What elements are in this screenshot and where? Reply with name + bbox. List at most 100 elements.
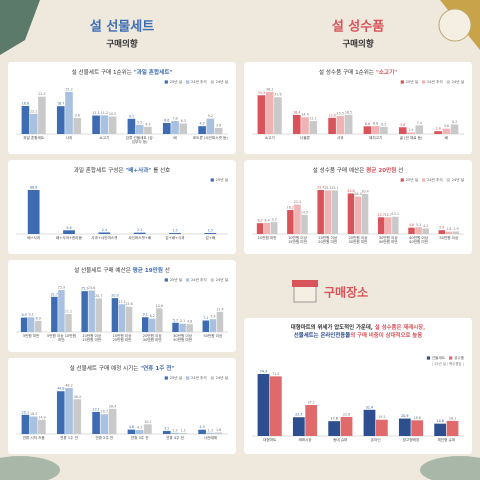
legend-swatch (400, 80, 404, 84)
value-label: 8.4 (265, 218, 270, 222)
bar (202, 320, 210, 332)
bar (171, 432, 179, 434)
x-tick-label: 체인형 슈퍼 (437, 438, 456, 442)
bar (179, 123, 188, 134)
legend-swatch (210, 278, 214, 282)
value-label: 16.4 (293, 110, 300, 114)
legend-label: 25년 설 (216, 177, 228, 182)
bar (65, 92, 73, 134)
bar (95, 298, 103, 332)
value-label: 25.9 (58, 286, 65, 290)
x-tick-label: 10만원 이상 15만원 미만 (287, 236, 307, 245)
bar (149, 318, 156, 332)
bar (58, 290, 65, 332)
value-label: 71.5 (272, 372, 279, 376)
value-label: 12.4 (216, 307, 223, 311)
x-tick-label: 감+배 (205, 236, 216, 240)
x-tick-label: 50만원 이상 (203, 334, 223, 338)
legend-swatch (164, 376, 168, 380)
bar (415, 227, 422, 234)
x-tick-label: 연휴 1주 전 (60, 436, 78, 440)
value-label: 4.6 (444, 124, 449, 128)
bar (204, 233, 217, 234)
legend-swatch (164, 80, 168, 84)
legend-swatch (449, 356, 453, 360)
place-title: 구매장소 (324, 285, 368, 300)
value-label: 5.8 (66, 226, 71, 230)
value-label: 1.5 (172, 229, 177, 233)
x-tick-label: 샤인머스캣+배 (128, 236, 152, 240)
value-label: 22.4 (38, 92, 45, 96)
x-tick-label: 15만원 이상 20만원 미만 (318, 236, 338, 245)
legend-label: 24년 설 (216, 375, 228, 380)
bar (270, 221, 278, 234)
x-tick-label: 사전예매 (203, 436, 217, 440)
decoration (420, 456, 480, 480)
bar (328, 421, 341, 436)
bar (385, 217, 392, 234)
value-label: 9.1 (143, 313, 148, 317)
title-part: "연휴 1주 전" (140, 364, 174, 372)
decoration (0, 456, 60, 480)
legend-swatch (446, 178, 450, 182)
x-tick-label: 대형마트 (263, 438, 277, 442)
bar (169, 233, 181, 234)
value-label: 21.7 (51, 292, 58, 296)
bar (216, 311, 224, 332)
bar (65, 314, 72, 332)
x-tick-label: 과일 혼합세트 (23, 136, 45, 140)
value-label: 16.7 (57, 102, 64, 106)
value-label: 37.1 (308, 401, 315, 405)
value-label: 33.3 (258, 91, 265, 95)
value-label: 14.4 (301, 113, 308, 117)
chart-title: 설 선물세트 구매 1순위는 "과일 혼합세트" (72, 68, 173, 76)
bar (407, 132, 415, 134)
bar (305, 405, 318, 436)
bar (108, 116, 117, 134)
bar (263, 222, 271, 234)
bar (144, 126, 152, 134)
legend-swatch (422, 80, 426, 84)
title-part: 평균 20만원 (366, 166, 396, 174)
bar (292, 114, 301, 134)
value-label: 6.9 (36, 316, 41, 320)
bar (100, 414, 109, 434)
bar (422, 228, 429, 234)
value-label: 18.2 (287, 206, 294, 210)
desc-part: 선물세트는 온라인전용몰 (293, 333, 351, 340)
bar (127, 429, 136, 434)
bar (317, 190, 324, 234)
bar (336, 115, 345, 134)
desc-part: 의 구매 비중이 상대적으로 높음 (350, 333, 423, 340)
value-label: 31.4 (366, 405, 373, 409)
bar (65, 388, 73, 434)
bar (27, 317, 35, 332)
value-label: 11.2 (101, 111, 108, 115)
x-tick-label: 굴 (전 재료 등) (399, 136, 423, 140)
value-label: 11.1 (65, 310, 72, 314)
bar (287, 210, 294, 234)
decoration (438, 8, 472, 42)
legend-label: 25년 설 (406, 177, 418, 182)
right-header-title: 설 성수품 (332, 20, 384, 35)
bar (92, 115, 100, 134)
bar (186, 324, 193, 332)
chart-title: 설 성수품 구매 예산은 평균 20만원 선 (313, 166, 404, 174)
legend-label: 25년 설 (170, 79, 182, 84)
value-label: 25.2 (81, 287, 88, 291)
bar (63, 230, 75, 234)
bar (371, 126, 380, 134)
value-label: 1.8 (446, 227, 451, 231)
value-label: 1.3 (172, 428, 177, 432)
legend-label: 25년 설 (170, 375, 182, 380)
value-label: 2.9 (439, 226, 444, 230)
legend-label: 24년 추석 (191, 277, 207, 282)
chart-note: ( 25년 설 / 복수응답 ) (432, 361, 465, 366)
bar (141, 317, 149, 332)
value-label: 18.3 (30, 412, 37, 416)
value-label: 14.5 (301, 210, 308, 214)
legend-swatch (186, 80, 190, 84)
bar (328, 117, 336, 134)
legend-swatch (186, 278, 190, 282)
value-label: 28.4 (354, 192, 361, 196)
